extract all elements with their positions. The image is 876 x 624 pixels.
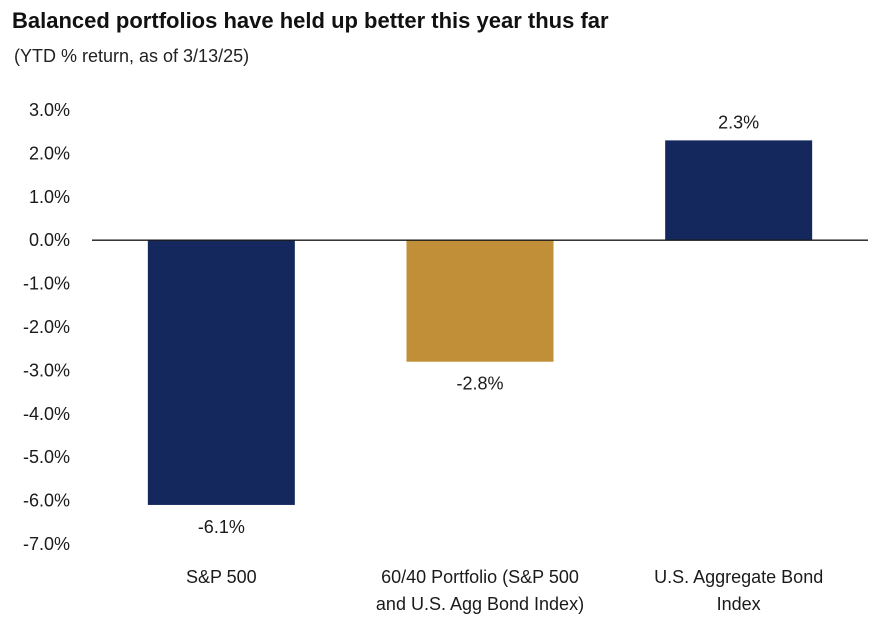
y-tick-label: -2.0%	[23, 317, 70, 337]
y-tick-label: 0.0%	[29, 230, 70, 250]
y-tick-label: -4.0%	[23, 404, 70, 424]
y-tick-label: -6.0%	[23, 491, 70, 511]
data-label: -6.1%	[198, 517, 245, 537]
bar	[665, 140, 813, 241]
y-tick-label: -1.0%	[23, 274, 70, 294]
category-label: U.S. Aggregate Bond	[654, 567, 823, 587]
category-label: 60/40 Portfolio (S&P 500	[381, 567, 579, 587]
category-label: S&P 500	[186, 567, 257, 587]
bar	[406, 240, 554, 362]
bar	[147, 240, 295, 505]
chart-title: Balanced portfolios have held up better …	[12, 8, 609, 33]
y-tick-label: 3.0%	[29, 100, 70, 120]
data-label: -2.8%	[456, 374, 503, 394]
data-label: 2.3%	[718, 112, 759, 132]
y-tick-label: 2.0%	[29, 143, 70, 163]
y-tick-label: 1.0%	[29, 187, 70, 207]
chart-subtitle: (YTD % return, as of 3/13/25)	[14, 46, 250, 66]
category-label: Index	[717, 594, 761, 614]
y-tick-label: -3.0%	[23, 360, 70, 380]
category-label: and U.S. Agg Bond Index)	[376, 594, 584, 614]
y-tick-label: -7.0%	[23, 534, 70, 554]
y-tick-label: -5.0%	[23, 447, 70, 467]
